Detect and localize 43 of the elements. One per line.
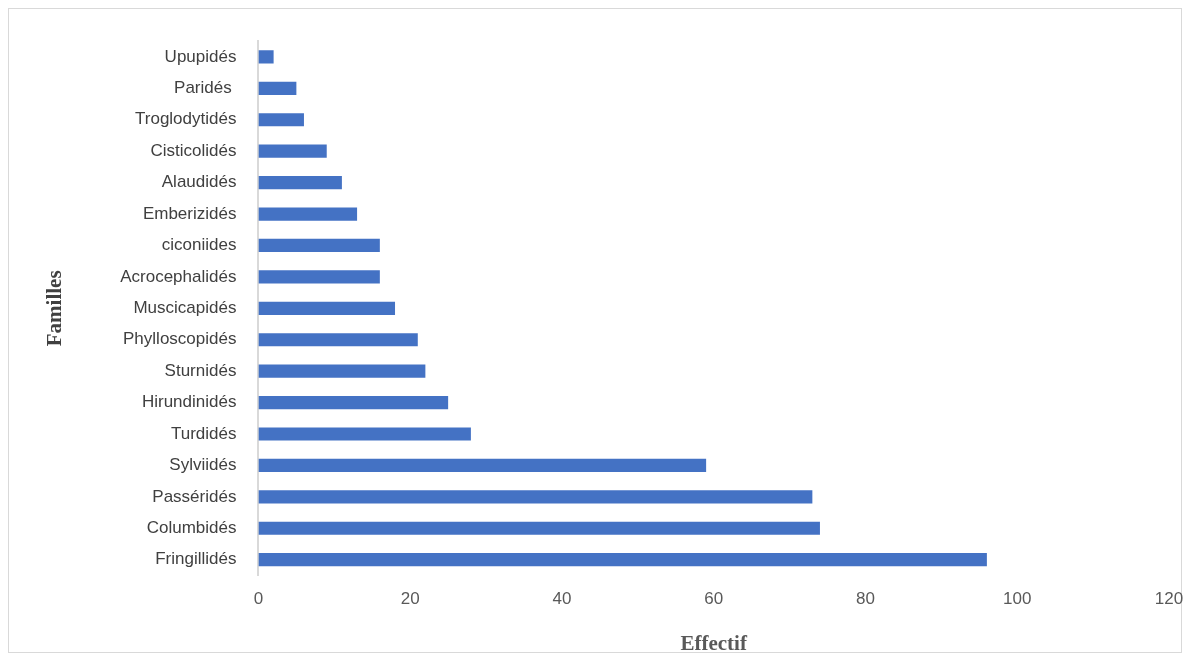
y-axis-title: Familles — [42, 270, 67, 347]
bar — [258, 50, 274, 64]
x-tick-label: 120 — [1154, 589, 1184, 609]
y-tick-label: Emberizidés — [142, 203, 237, 223]
bar — [258, 490, 813, 504]
y-tick-label: Muscicapidés — [133, 297, 237, 317]
y-tick-label: Turdidés — [170, 423, 237, 443]
x-tick-label: 0 — [253, 589, 264, 609]
y-tick-label: Sylviidés — [169, 455, 237, 475]
bar — [258, 113, 304, 127]
y-tick-label: Acrocephalidés — [120, 266, 237, 286]
y-tick-label: Alaudidés — [161, 172, 237, 192]
y-tick-label: Hirundinidés — [141, 392, 237, 412]
x-tick-label: 40 — [552, 589, 572, 609]
y-tick-label: Passéridés — [152, 486, 237, 506]
x-axis-title: Effectif — [680, 630, 748, 655]
bar — [258, 207, 358, 221]
bar — [258, 270, 380, 284]
x-tick-label: 80 — [856, 589, 875, 609]
y-tick-label: ciconiides — [161, 235, 237, 255]
bar — [258, 176, 342, 190]
bar — [258, 521, 820, 535]
y-tick-label: Columbidés — [146, 517, 237, 537]
y-tick-label: Paridés — [174, 78, 237, 98]
bar — [258, 333, 418, 347]
bar — [258, 144, 327, 158]
bar — [258, 458, 707, 473]
y-tick-label: Phylloscopidés — [123, 329, 237, 349]
bar — [258, 364, 426, 378]
y-tick-label: Cisticolidés — [150, 140, 237, 160]
bar — [258, 395, 449, 410]
bar — [258, 238, 380, 253]
bar — [258, 301, 396, 315]
y-tick-label: Upupidés — [164, 46, 237, 66]
x-tick-label: 100 — [1003, 589, 1032, 609]
bar — [258, 427, 471, 441]
x-tick-label: 60 — [704, 589, 724, 609]
bar — [258, 81, 297, 95]
y-tick-label: Fringillidés — [155, 549, 237, 569]
bar — [258, 553, 987, 567]
x-tick-label: 20 — [400, 589, 420, 609]
y-tick-label: Sturnidés — [164, 360, 237, 380]
y-tick-label: Troglodytidés — [135, 109, 237, 129]
